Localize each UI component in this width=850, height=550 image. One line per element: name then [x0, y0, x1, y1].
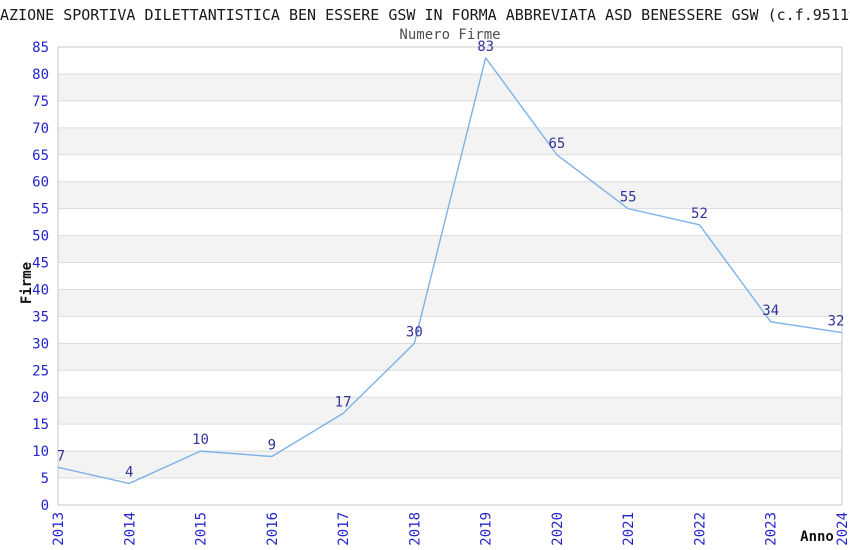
x-tick-label: 2019: [479, 512, 495, 546]
x-tick-label: 2015: [194, 512, 210, 546]
chart-subtitle: Numero Firme: [399, 27, 501, 43]
y-tick-label: 55: [32, 202, 49, 218]
data-label: 10: [192, 432, 209, 448]
x-tick-label: 2022: [692, 512, 708, 546]
y-tick-label: 30: [32, 336, 49, 352]
y-tick-label: 15: [32, 417, 49, 433]
data-label: 7: [57, 448, 65, 464]
x-tick-label: 2018: [407, 512, 423, 546]
y-tick-label: 85: [32, 40, 49, 56]
series-line: [57, 57, 843, 485]
x-tick-label: 2017: [336, 512, 352, 546]
y-tick-label: 50: [32, 229, 49, 245]
y-tick-label: 45: [32, 256, 49, 272]
x-tick-label: 2020: [550, 512, 566, 546]
data-label: 30: [406, 324, 423, 340]
data-label: 55: [620, 190, 637, 206]
y-tick-label: 25: [32, 363, 49, 379]
plot-band: [58, 73, 842, 101]
plot-band: [58, 343, 842, 371]
plot-band: [58, 289, 842, 317]
y-tick-label: 10: [32, 444, 49, 460]
plot-border: [57, 46, 843, 506]
x-tick-label: 2021: [621, 512, 637, 546]
x-axis-title: Anno: [800, 529, 834, 545]
data-label: 34: [762, 303, 779, 319]
data-label: 83: [477, 39, 494, 55]
y-tick-label: 60: [32, 175, 49, 191]
x-tick-label: 2013: [51, 512, 67, 546]
x-tick-label: 2024: [835, 512, 850, 546]
data-label: 4: [125, 464, 133, 480]
y-tick-label: 35: [32, 309, 49, 325]
plot-band: [58, 127, 842, 155]
y-tick-label: 40: [32, 282, 49, 298]
data-label: 17: [335, 394, 352, 410]
y-tick-label: 0: [41, 498, 49, 514]
plot-band: [58, 451, 842, 479]
data-label: 52: [691, 206, 708, 222]
y-tick-label: 80: [32, 67, 49, 83]
page-title: AZIONE SPORTIVA DILETTANTISTICA BEN ESSE…: [0, 6, 850, 24]
plot-band: [58, 181, 842, 209]
data-label: 32: [828, 314, 845, 330]
y-tick-label: 75: [32, 94, 49, 110]
y-tick-label: 5: [41, 471, 49, 487]
plot-band: [58, 397, 842, 425]
y-tick-label: 70: [32, 121, 49, 137]
x-tick-label: 2014: [122, 512, 138, 546]
x-tick-label: 2016: [265, 512, 281, 546]
y-tick-label: 20: [32, 390, 49, 406]
y-tick-label: 65: [32, 148, 49, 164]
data-label: 9: [268, 438, 276, 454]
data-label: 65: [548, 136, 565, 152]
y-axis-title: Firme: [19, 261, 35, 305]
x-tick-label: 2023: [764, 512, 780, 546]
